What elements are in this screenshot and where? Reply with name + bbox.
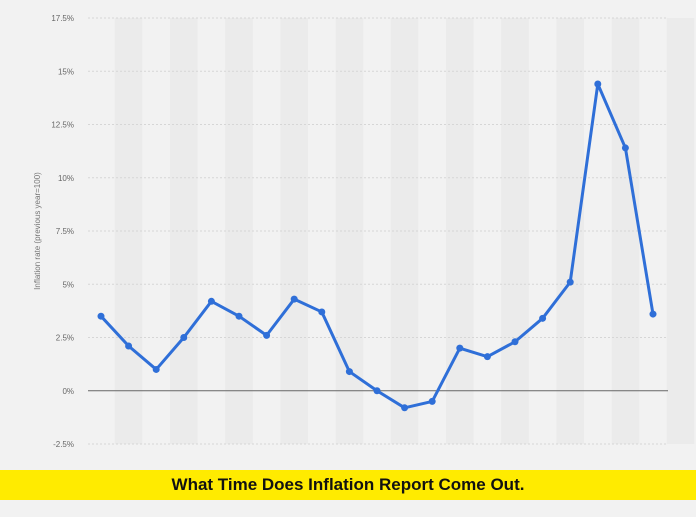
- y-axis-title: Inflation rate (previous year=100): [33, 172, 42, 290]
- data-point: [318, 308, 326, 316]
- data-point: [456, 344, 464, 352]
- y-tick-label: 15%: [58, 67, 74, 76]
- data-point: [483, 353, 491, 361]
- y-tick-label: 12.5%: [51, 121, 74, 130]
- chart-canvas: 17.5% 15% 12.5% 10% 7.5% 5% 2.5% 0% -2.5% Inflati…: [33, 14, 695, 449]
- plot-band: [666, 18, 695, 444]
- caption-banner: What Time Does Inflation Report Come Out…: [0, 470, 696, 500]
- data-point: [263, 331, 271, 339]
- data-point: [428, 397, 436, 405]
- y-tick-label: 2.5%: [56, 334, 74, 343]
- data-point: [649, 310, 657, 318]
- data-point: [594, 80, 602, 88]
- y-tick-label: 7.5%: [56, 227, 74, 236]
- data-point: [373, 387, 381, 395]
- y-tick-label: 0%: [62, 387, 74, 396]
- data-point: [152, 365, 160, 373]
- data-point: [97, 312, 105, 320]
- y-tick-label: -2.5%: [53, 440, 74, 449]
- data-point: [235, 312, 243, 320]
- line-chart: 17.5% 15% 12.5% 10% 7.5% 5% 2.5% 0% -2.5% Inflati…: [33, 14, 695, 449]
- data-point: [621, 144, 629, 152]
- data-point: [511, 338, 519, 346]
- data-point: [401, 404, 409, 412]
- data-point: [207, 297, 215, 305]
- data-point: [566, 278, 574, 286]
- y-tick-label: 10%: [58, 174, 74, 183]
- data-point: [125, 342, 133, 350]
- data-point: [290, 295, 298, 303]
- data-point: [539, 314, 547, 322]
- y-tick-label: 5%: [62, 280, 74, 289]
- data-point: [180, 334, 188, 341]
- caption-text: What Time Does Inflation Report Come Out…: [171, 475, 525, 494]
- data-point: [345, 368, 353, 376]
- y-tick-label: 17.5%: [51, 14, 74, 23]
